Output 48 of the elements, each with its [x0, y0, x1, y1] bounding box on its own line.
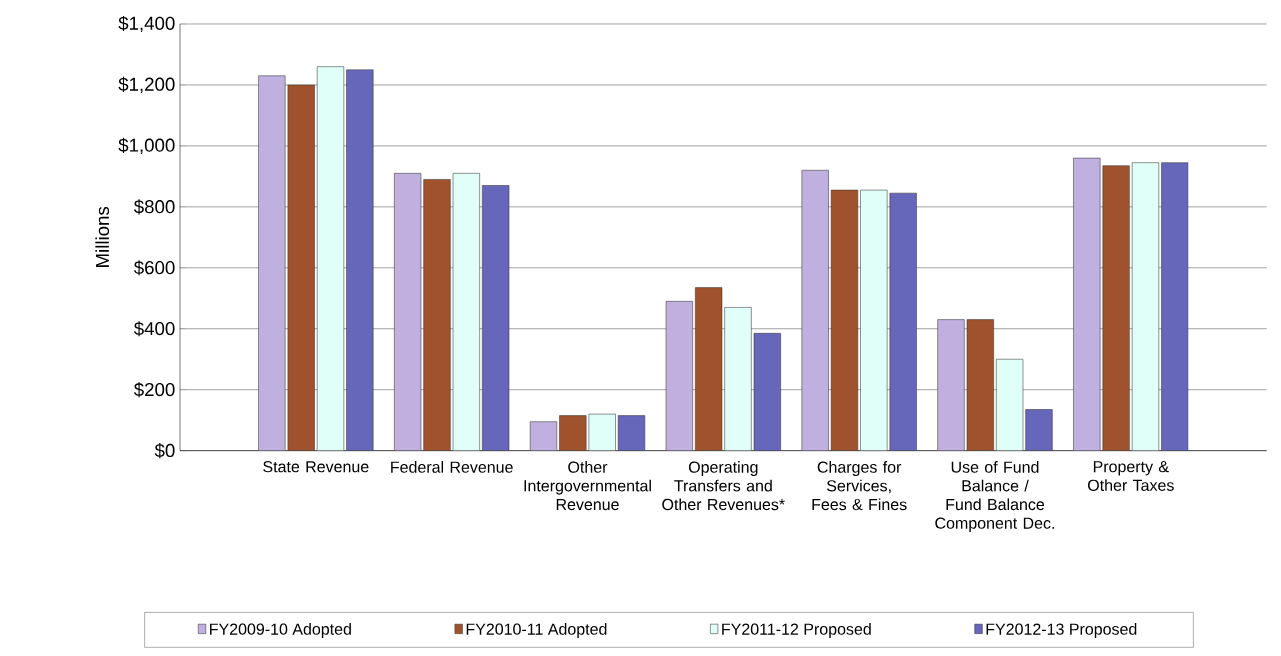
bar — [724, 307, 752, 451]
y-tick-label: $600 — [133, 260, 175, 276]
x-tick-label: State Revenue — [263, 461, 369, 473]
x-tick-label: Federal Revenue — [391, 461, 513, 473]
bar — [937, 319, 965, 451]
y-tick-label: $800 — [133, 199, 175, 215]
bar — [801, 170, 829, 451]
bar — [423, 179, 451, 451]
bar — [830, 189, 859, 451]
bar — [889, 192, 917, 451]
bar — [665, 301, 693, 451]
y-tick-label: $0 — [154, 443, 175, 459]
bar — [996, 358, 1024, 451]
bar — [452, 173, 480, 451]
legend-label: FY2011-12 Proposed — [722, 623, 871, 638]
bar — [617, 415, 646, 451]
bar — [860, 189, 888, 451]
bar — [482, 185, 510, 451]
x-tick-label: Use of Fund Balance / Fund Balance Component Dec. — [935, 461, 1054, 532]
x-tick-label: Property & Other Taxes — [1088, 461, 1174, 491]
bar — [1073, 157, 1101, 451]
y-tick-label: $400 — [133, 321, 175, 337]
y-tick-label: $1,200 — [118, 76, 175, 94]
y-tick-label: $1,400 — [118, 15, 175, 33]
bar — [529, 421, 558, 451]
x-tick-label: Charges for Services, Fees & Fines — [812, 461, 907, 511]
bar — [346, 69, 374, 451]
bar — [258, 75, 286, 451]
bar — [588, 413, 616, 451]
legend-label: FY2012-13 Proposed — [986, 623, 1137, 638]
bar — [316, 66, 345, 451]
bar — [1025, 409, 1053, 451]
y-axis-title: Millions — [95, 206, 110, 267]
bar — [1102, 165, 1130, 451]
bar — [559, 415, 587, 451]
bar — [394, 173, 422, 451]
bar — [753, 333, 781, 451]
y-tick-label: $1,000 — [118, 137, 175, 154]
bar — [287, 84, 315, 451]
y-tick-label: $200 — [133, 382, 175, 398]
bar — [695, 287, 723, 451]
x-tick-label: Operating Transfers and Other Revenues* — [662, 461, 785, 511]
bar — [1161, 162, 1189, 451]
bar — [966, 319, 994, 451]
legend-label: FY2010-11 Adopted — [466, 623, 607, 638]
x-tick-label: Other Intergovernmental Revenue — [524, 461, 651, 511]
legend-label: FY2009-10 Adopted — [210, 623, 351, 638]
bar — [1131, 162, 1160, 451]
